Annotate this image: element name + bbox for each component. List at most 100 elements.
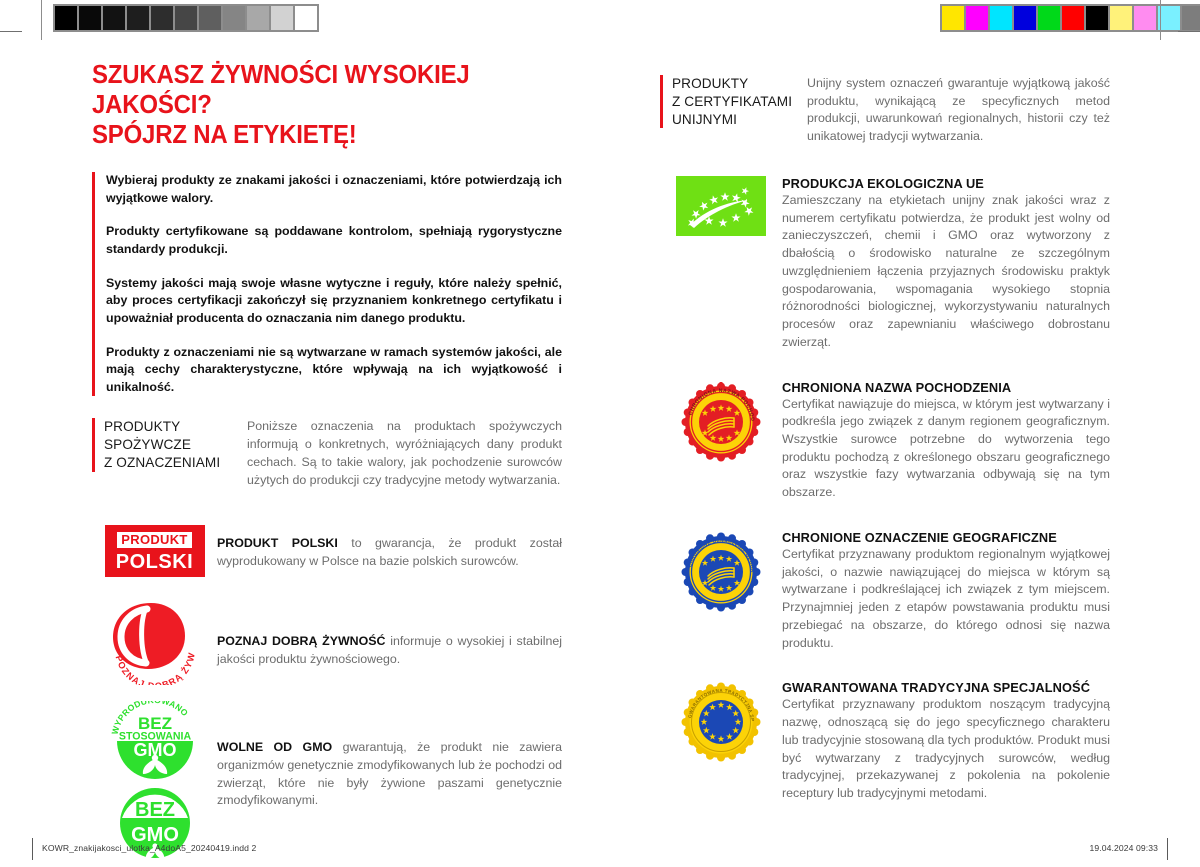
page-title: SZUKASZ ŻYWNOŚCI WYSOKIEJ JAKOŚCI? SPÓJR…	[92, 61, 470, 150]
section-label: PRODUKTY SPOŻYWCZE Z OZNACZENIAMI	[92, 418, 242, 472]
list-item-produkcja-ekologiczna-ue: PRODUKCJA EKOLOGICZNA UE Zamieszczany na…	[660, 175, 1110, 352]
calibration-swatch-7	[223, 6, 245, 30]
gmo1-line-bez: BEZ	[138, 714, 172, 733]
wyprodukowano-bez-stosowania-gmo-logo: WYPRODUKOWANO BEZ STOSOWANIA GMO	[109, 701, 193, 780]
list-item-body: WOLNE OD GMO gwarantują, że produkt nie …	[217, 701, 562, 810]
calibration-swatch-0	[55, 6, 77, 30]
intro-paragraph: Produkty certyfikowane są poddawane kont…	[106, 224, 562, 257]
crop-mark-top-left	[0, 31, 22, 32]
list-item-rest: informuje o wysokiej i stabilnej jakości…	[217, 634, 562, 666]
gmo1-line-gmo: GMO	[133, 740, 176, 760]
intro-paragraph: Wybieraj produkty ze znakami jakości i o…	[106, 173, 562, 205]
poznaj-dobra-zywnosc-logo: POZNAJ DOBRĄ ŻYWNOŚĆ	[107, 599, 203, 685]
calibration-swatch-7	[1110, 6, 1132, 30]
tsg-seal-wrap: GWARANTOWANA TRADYCYJNA SPECJALNOŚĆ	[660, 680, 782, 764]
calibration-swatch-4	[1038, 6, 1060, 30]
eu-organic-logo-wrap	[660, 175, 782, 236]
crop-mark-top-right	[1178, 31, 1200, 32]
list-item-poznaj-dobra-zywnosc: POZNAJ DOBRĄ ŻYWNOŚĆ POZNAJ DOBRĄ ŻYWNOŚ…	[92, 599, 563, 685]
calibration-swatch-5	[1062, 6, 1084, 30]
calibration-swatch-9	[271, 6, 293, 30]
poznaj-dobra-zywnosc-logo-wrap: POZNAJ DOBRĄ ŻYWNOŚĆ	[92, 599, 217, 685]
left-column: SZUKASZ ŻYWNOŚCI WYSOKIEJ JAKOŚCI? SPÓJR…	[92, 60, 562, 867]
list-item-text: PRODUKT POLSKI to gwarancja, że produkt …	[217, 535, 562, 570]
list-item-chronione-oznaczenie-geograficzne: CHRONIONE OZNACZENIE GEOGRAFICZNE CHRONI…	[660, 530, 1110, 652]
produkt-polski-logo: PRODUKT POLSKI	[104, 525, 205, 578]
list-item-gwarantowana-tradycyjna-specjalnosc: GWARANTOWANA TRADYCYJNA SPECJALNOŚĆ GWAR…	[660, 680, 1110, 802]
wolne-od-gmo-logo-wrap: WYPRODUKOWANO BEZ STOSOWANIA GMO BEZ GMO	[92, 701, 217, 867]
list-item-body: CHRONIONE OZNACZENIE GEOGRAFICZNE Certyf…	[782, 530, 1110, 652]
intro-paragraph: Systemy jakości mają swoje własne wytycz…	[106, 275, 562, 325]
produkt-polski-logo-line1: PRODUKT	[117, 532, 192, 549]
section-produkty-spozywcze: PRODUKTY SPOŻYWCZE Z OZNACZENIAMI Poniżs…	[92, 418, 562, 489]
section-intro-text: Unijny system oznaczeń gwarantuje wyjątk…	[807, 76, 1110, 144]
list-item-title: PRODUKCJA EKOLOGICZNA UE	[782, 175, 984, 191]
list-item-lead: POZNAJ DOBRĄ ŻYWNOŚĆ	[217, 634, 386, 649]
calibration-swatch-9	[1158, 6, 1180, 30]
grayscale-calibration-strip	[53, 4, 319, 32]
calibration-swatch-1	[79, 6, 101, 30]
calibration-swatch-3	[127, 6, 149, 30]
footer-rule-right	[1167, 838, 1168, 860]
calibration-swatch-2	[103, 6, 125, 30]
list-item-lead: PRODUKT POLSKI	[217, 536, 338, 551]
calibration-swatch-5	[175, 6, 197, 30]
bez-gmo-logo: BEZ GMO	[119, 788, 190, 860]
list-item-text: POZNAJ DOBRĄ ŻYWNOŚĆ informuje o wysokie…	[217, 633, 562, 668]
list-item-text: Zamieszczany na etykietach unijny znak j…	[782, 192, 1110, 349]
calibration-swatch-2	[990, 6, 1012, 30]
list-item-title: CHRONIONE OZNACZENIE GEOGRAFICZNE	[782, 529, 1057, 545]
list-item-body: CHRONIONA NAZWA POCHODZENIA Certyfikat n…	[782, 380, 1110, 502]
calibration-swatch-3	[1014, 6, 1036, 30]
list-item-text: WOLNE OD GMO gwarantują, że produkt nie …	[217, 739, 562, 810]
list-item-text: Certyfikat nawiązuje do miejsca, w który…	[782, 396, 1110, 500]
gwarantowana-tradycyjna-specjalnosc-seal: GWARANTOWANA TRADYCYJNA SPECJALNOŚĆ	[679, 680, 761, 762]
gmo2-line-gmo: GMO	[131, 824, 179, 846]
calibration-swatch-4	[151, 6, 173, 30]
calibration-swatch-6	[199, 6, 221, 30]
produkt-polski-logo-line2: POLSKI	[115, 551, 194, 574]
calibration-swatch-10	[1182, 6, 1200, 30]
footer-rule-left	[32, 838, 33, 860]
section-produkty-z-certyfikatami-unijnymi: PRODUKTY Z CERTYFIKATAMI UNIJNYMI Unijny…	[660, 75, 1110, 146]
produkt-polski-logo-bottom: POLSKI	[108, 551, 201, 574]
calibration-swatch-6	[1086, 6, 1108, 30]
poznaj-dobra-zywnosc-icon: POZNAJ DOBRĄ ŻYWNOŚĆ	[107, 599, 196, 685]
list-item-text: Certyfikat przyznawany produktom noszący…	[782, 697, 1110, 801]
pgi-seal-wrap: CHRONIONE OZNACZENIE GEOGRAFICZNE	[660, 530, 782, 614]
calibration-swatch-1	[966, 6, 988, 30]
calibration-swatch-0	[942, 6, 964, 30]
calibration-swatch-8	[1134, 6, 1156, 30]
right-column: PRODUKTY Z CERTYFIKATAMI UNIJNYMI Unijny…	[660, 75, 1110, 803]
gmo2-line-bez: BEZ	[135, 799, 175, 821]
list-item-body: POZNAJ DOBRĄ ŻYWNOŚĆ informuje o wysokie…	[217, 599, 562, 668]
list-item-text: Certyfikat przyznawany produktom regiona…	[782, 546, 1110, 650]
gmo1-line-stosowania: STOSOWANIA	[118, 731, 191, 743]
color-calibration-strip	[940, 4, 1200, 32]
list-item-lead: WOLNE OD GMO	[217, 740, 333, 755]
chronione-oznaczenie-geograficzne-seal: CHRONIONE OZNACZENIE GEOGRAFICZNE	[679, 530, 761, 612]
registration-tick-right	[1160, 0, 1161, 40]
section-intro-text: Poniższe oznaczenia na produktach spożyw…	[247, 419, 562, 487]
list-item-produkt-polski: PRODUKT POLSKI PRODUKT POLSKI to gwaranc…	[92, 525, 562, 578]
produkt-polski-logo-wrap: PRODUKT POLSKI	[92, 525, 217, 578]
list-item-title: GWARANTOWANA TRADYCYJNA SPECJALNOŚĆ	[782, 680, 1091, 696]
pdo-seal-wrap: CHRONIONA NAZWA POCHODZENIA	[660, 380, 782, 464]
list-item-body: GWARANTOWANA TRADYCYJNA SPECJALNOŚĆ Cert…	[782, 680, 1110, 802]
footer-datetime: 19.04.2024 09:33	[1089, 843, 1158, 853]
footer-filename: KOWR_znakijakosci_ulotka_A4doA5_20240419…	[42, 843, 257, 853]
chroniona-nazwa-pochodzenia-seal: CHRONIONA NAZWA POCHODZENIA	[679, 380, 761, 462]
list-item-body: PRODUKT POLSKI to gwarancja, że produkt …	[217, 525, 562, 570]
list-item-rest: gwarantują, że produkt nie zawiera organ…	[217, 740, 562, 808]
registration-tick-left	[41, 0, 42, 40]
list-item-rest: to gwarancja, że produkt został wyproduk…	[217, 536, 562, 568]
intro-paragraph: Produkty z oznaczeniami nie są wytwarzan…	[106, 344, 562, 394]
intro-paragraph-block: Wybieraj produkty ze znakami jakości i o…	[92, 172, 562, 397]
produkt-polski-logo-top: PRODUKT	[108, 529, 201, 552]
calibration-swatch-8	[247, 6, 269, 30]
footer: KOWR_znakijakosci_ulotka_A4doA5_20240419…	[0, 833, 1200, 867]
list-item-body: PRODUKCJA EKOLOGICZNA UE Zamieszczany na…	[782, 176, 1110, 352]
list-item-wolne-od-gmo: WYPRODUKOWANO BEZ STOSOWANIA GMO BEZ GMO	[92, 701, 562, 867]
section-label: PRODUKTY Z CERTYFIKATAMI UNIJNYMI	[660, 75, 802, 129]
